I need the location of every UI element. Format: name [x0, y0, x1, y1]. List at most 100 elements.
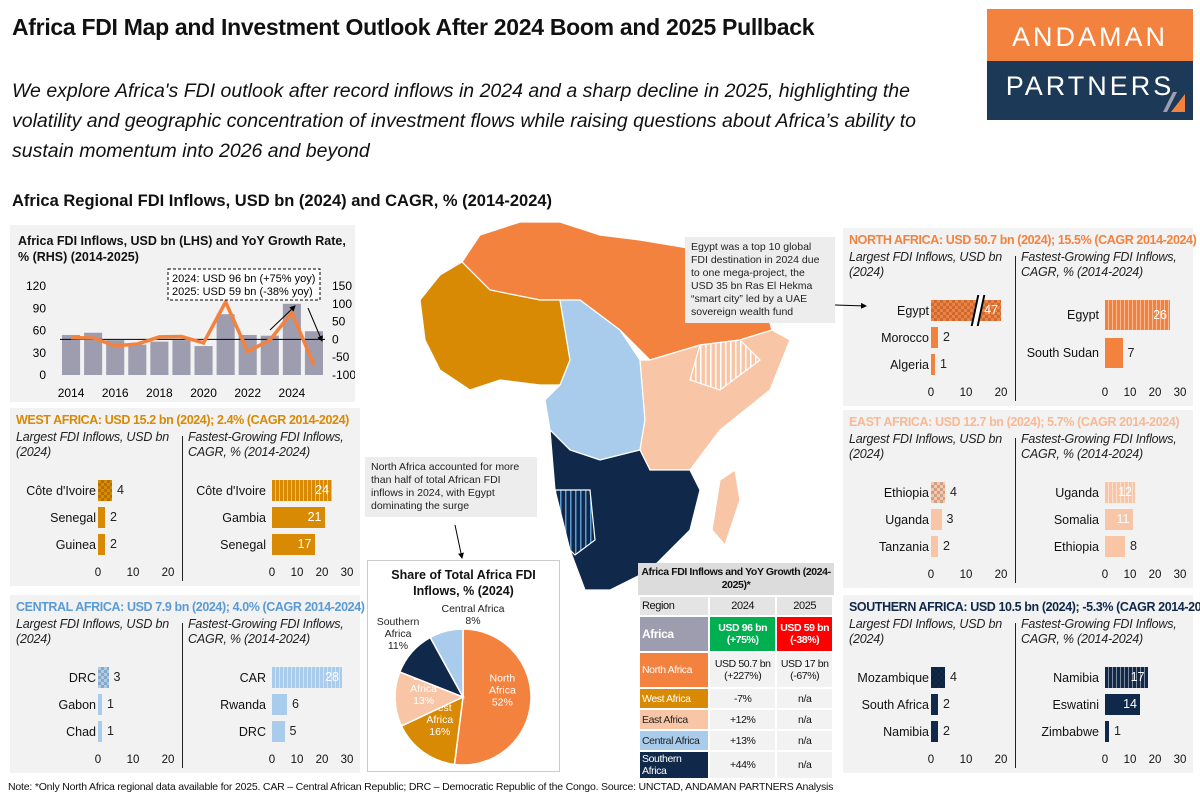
- fdi-trend-chart: 120 90 60 30 0 150 100 50 0 -50 -100 2014 2016 2018 20…: [26, 268, 355, 400]
- table-header: 2025: [775, 595, 834, 617]
- largest-value: 4: [950, 670, 957, 684]
- map-ethiopia[interactable]: [689, 339, 761, 391]
- table-cell-2024: +13%: [707, 729, 778, 752]
- andaman-partners-logo: ANDAMAN PARTNERS: [987, 9, 1193, 120]
- largest-subtitle: Largest FDI Inflows, USD bn (2024): [849, 617, 1002, 646]
- table-cell-2025: USD 59 bn (-38%): [775, 615, 834, 653]
- fastest-value: 6: [292, 697, 299, 711]
- largest-axis-tick: 20: [994, 387, 1008, 399]
- footnote: Note: *Only North Africa regional data a…: [8, 781, 834, 793]
- map-madagascar[interactable]: [711, 468, 741, 547]
- largest-bar: [931, 721, 938, 742]
- largest-label: Tanzania: [878, 539, 929, 554]
- fdi-bar: [260, 335, 279, 375]
- largest-axis-tick: 0: [94, 567, 102, 579]
- table-cell-2025: n/a: [775, 687, 834, 710]
- fastest-bar: [272, 694, 287, 715]
- table-region: West Africa: [638, 687, 710, 710]
- fdi-trend-chart-panel: Africa FDI Inflows, USD bn (LHS) and YoY…: [10, 225, 355, 402]
- north-share-callout: North Africa accounted for more than hal…: [365, 457, 537, 517]
- largest-value: 1: [107, 697, 114, 711]
- fastest-axis-tick: 0: [268, 754, 276, 766]
- pie-slice: [394, 670, 465, 727]
- table-cell-2025: USD 17 bn (-67%): [775, 651, 834, 689]
- fastest-value: 21: [307, 510, 322, 524]
- panel-divider: [182, 436, 183, 581]
- largest-label: Côte d'Ivoire: [26, 483, 96, 498]
- fastest-axis-tick: 30: [1173, 569, 1187, 581]
- table-cell-2024: USD 50.7 bn (+227%): [707, 651, 778, 689]
- page-title: Africa FDI Map and Investment Outlook Af…: [12, 14, 815, 40]
- largest-axis-tick: 20: [161, 567, 175, 579]
- fastest-subtitle: Fastest-Growing FDI Inflows, CAGR, % (20…: [1021, 432, 1177, 461]
- fastest-value: 14: [1123, 697, 1137, 711]
- page-subtitle: We explore Africa's FDI outlook after re…: [12, 80, 916, 162]
- map-namibia[interactable]: [554, 489, 596, 556]
- fdi-chart-title: Africa FDI Inflows, USD bn (LHS) and YoY…: [18, 234, 346, 264]
- largest-label: Senegal: [50, 510, 96, 525]
- x-tick: 2022: [234, 386, 261, 400]
- north-africa-panel: NORTH AFRICA: USD 50.7 bn (2024); 15.5% …: [843, 228, 1197, 406]
- y-right-tick: -100: [332, 368, 355, 382]
- fastest-axis-tick: 20: [315, 567, 329, 579]
- fastest-label: Namibia: [1053, 670, 1099, 685]
- fastest-subtitle: Fastest-Growing FDI Inflows, CAGR, % (20…: [1021, 617, 1177, 646]
- fdi-bar: [216, 314, 235, 375]
- pie-title: Share of Total Africa FDI Inflows, % (20…: [391, 568, 536, 598]
- fastest-label: Somalia: [1053, 512, 1099, 527]
- largest-label: Algeria: [890, 357, 929, 372]
- logo-line2: PARTNERS: [987, 61, 1193, 120]
- fastest-label: Côte d'Ivoire: [196, 483, 266, 498]
- fastest-value: 17: [297, 537, 312, 551]
- table-cell-2024: -7%: [707, 687, 778, 710]
- y-right-tick: 50: [332, 315, 346, 329]
- y-left-tick: 90: [33, 301, 47, 315]
- fdi-bar: [304, 331, 323, 375]
- fastest-bar: [272, 507, 325, 528]
- y-left-tick: 30: [33, 346, 47, 360]
- largest-subtitle: Largest FDI Inflows, USD bn (2024): [16, 617, 169, 646]
- table-row: Southern Africa +44% n/a: [638, 750, 834, 780]
- fastest-label: DRC: [238, 724, 266, 739]
- largest-value: 2: [943, 697, 950, 711]
- largest-label: Namibia: [883, 724, 929, 739]
- region-header: CENTRAL AFRICA: USD 7.9 bn (2024); 4.0% …: [16, 600, 365, 614]
- pie-value: 13%: [413, 695, 434, 707]
- largest-value: 1: [107, 724, 114, 738]
- pie-label: Central Africa: [441, 603, 504, 615]
- table-region: East Africa: [638, 708, 710, 731]
- fastest-axis-tick: 10: [1123, 754, 1137, 766]
- fastest-axis-tick: 10: [290, 567, 304, 579]
- table-header: Region: [638, 595, 710, 617]
- table-row: Africa USD 96 bn (+75%) USD 59 bn (-38%): [638, 615, 834, 653]
- map-southern-africa[interactable]: [549, 428, 701, 591]
- west-africa-panel: WEST AFRICA: USD 15.2 bn (2024); 2.4% (C…: [10, 408, 360, 586]
- largest-value: 4: [950, 485, 957, 499]
- egypt-callout: Egypt was a top 10 global FDI destinatio…: [685, 237, 835, 323]
- pie-value: 16%: [429, 726, 450, 738]
- largest-value: 4: [117, 483, 124, 497]
- growth-line: [71, 298, 316, 366]
- fastest-axis-tick: 0: [268, 567, 276, 579]
- largest-bar: [931, 667, 945, 688]
- pie-label: Africa: [410, 683, 437, 695]
- southern-africa-panel: SOUTHERN AFRICA: USD 10.5 bn (2024); -5.…: [843, 595, 1200, 773]
- largest-bar: [931, 536, 938, 557]
- largest-bar: [98, 480, 112, 501]
- x-tick: 2014: [58, 386, 85, 400]
- central-africa-panel: CENTRAL AFRICA: USD 7.9 bn (2024); 4.0% …: [10, 595, 365, 773]
- fastest-value: 1: [1114, 724, 1121, 738]
- region-header: NORTH AFRICA: USD 50.7 bn (2024); 15.5% …: [849, 233, 1197, 247]
- fastest-axis-tick: 0: [1101, 387, 1109, 399]
- fastest-label: Egypt: [1067, 308, 1099, 322]
- table-region: North Africa: [638, 651, 710, 689]
- fastest-value: 12: [1118, 485, 1132, 499]
- pie-value: 52%: [492, 696, 513, 708]
- largest-axis-tick: 10: [126, 754, 140, 766]
- fastest-subtitle: Fastest-Growing FDI Inflows, CAGR, % (20…: [188, 430, 344, 459]
- table-row: East Africa +12% n/a: [638, 708, 834, 731]
- largest-value: 3: [946, 512, 954, 526]
- y-right-tick: 100: [332, 297, 352, 311]
- y-left-tick: 60: [33, 324, 47, 338]
- largest-axis-tick: 0: [927, 569, 935, 581]
